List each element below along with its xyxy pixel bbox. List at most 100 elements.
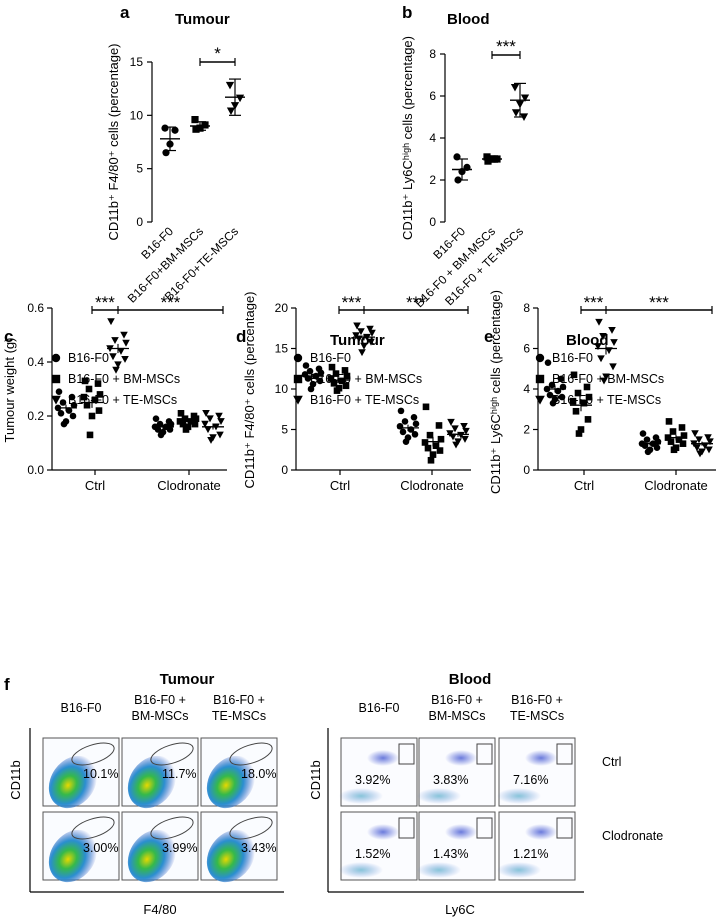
x-tick-label-e-0: Ctrl — [574, 478, 594, 493]
data-point-d-2-ctrl — [367, 338, 375, 346]
legend-label-d-2: B16-F0 + TE-MSCs — [310, 393, 419, 407]
y-tick-label-d: 10 — [275, 382, 289, 396]
y-tick-label-b: 4 — [429, 131, 436, 145]
data-point-c-1-ctrl — [88, 412, 96, 420]
data-point-c-0-clod — [154, 426, 162, 433]
y-axis-label-c: Tumour weight (g) — [2, 338, 17, 443]
data-point-a-1 — [196, 124, 204, 132]
y-tick-label-b: 6 — [429, 89, 436, 103]
data-point-d-0-ctrl — [317, 369, 325, 377]
data-point-c-0-ctrl — [57, 410, 65, 417]
data-point-e-1-clod — [678, 424, 686, 431]
data-point-e-0-ctrl — [549, 399, 557, 407]
data-point-d-2-ctrl — [358, 349, 366, 357]
flow-density-blood-low — [417, 862, 461, 878]
legend-marker-e-0 — [535, 353, 545, 363]
data-point-d-2-ctrl — [353, 322, 361, 330]
data-point-d-0-clod — [402, 438, 410, 445]
flow-col-header-tumour-0: B16-F0 — [61, 701, 102, 715]
legend-label-e-2: B16-F0 + TE-MSCs — [552, 393, 661, 407]
flow-density-blood — [445, 750, 477, 766]
data-point-d-0-ctrl — [306, 367, 314, 375]
x-tick-label-d-0: Ctrl — [330, 478, 350, 493]
data-point-e-1-ctrl — [574, 389, 582, 397]
y-tick-label-d: 20 — [275, 301, 289, 315]
data-point-d-1-clod — [432, 442, 440, 449]
data-point-c-2-ctrl — [107, 318, 115, 326]
data-point-c-1-ctrl — [95, 407, 103, 414]
data-point-d-2-clod — [460, 422, 468, 430]
legend-marker-d-1 — [293, 374, 303, 384]
data-point-a-0 — [171, 126, 179, 134]
data-point-d-1-ctrl — [328, 363, 336, 371]
data-point-e-0-clod — [644, 448, 652, 456]
flow-gate-tumour — [150, 816, 194, 840]
y-tick-label-c: 0.2 — [27, 409, 44, 423]
legend-label-e-1: B16-F0 + BM-MSCs — [552, 372, 664, 386]
flow-col-header-blood-2: B16-F0 + — [511, 693, 563, 707]
y-tick-label-e: 8 — [523, 301, 530, 315]
panel-title-a: Tumour — [175, 11, 230, 28]
flow-percent-blood-0-0: 3.92% — [355, 773, 390, 787]
flow-title-tumour: Tumour — [160, 671, 215, 688]
data-point-e-1-clod — [670, 446, 678, 454]
y-tick-label-b: 2 — [429, 173, 436, 187]
flow-gate-blood — [398, 817, 415, 839]
data-point-e-2-clod — [696, 450, 704, 458]
flow-density-blood-low — [497, 788, 541, 804]
flow-density-tumour — [206, 829, 256, 883]
flow-density-blood — [525, 824, 557, 840]
data-point-c-2-clod — [202, 410, 210, 417]
data-point-d-1-ctrl — [338, 377, 346, 385]
sig-label-b: *** — [496, 37, 516, 56]
data-point-e-2-ctrl — [599, 333, 607, 340]
flow-col-header-tumour-1: B16-F0 + — [134, 693, 186, 707]
y-tick-label-c: 0.4 — [27, 355, 44, 369]
data-point-e-1-ctrl — [569, 397, 577, 405]
data-point-e-2-clod — [691, 430, 699, 438]
data-point-d-2-ctrl — [366, 325, 374, 333]
data-point-e-0-ctrl — [548, 381, 556, 389]
flow-density-blood — [445, 824, 477, 840]
y-tick-label-d: 0 — [281, 463, 288, 477]
data-point-d-0-clod — [397, 407, 405, 415]
data-point-a-2 — [225, 81, 235, 90]
sig-label-d-2: *** — [406, 293, 426, 312]
data-point-c-1-clod — [179, 420, 187, 428]
data-point-c-2-clod — [217, 418, 225, 426]
legend-marker-e-1 — [535, 374, 545, 384]
data-point-e-0-ctrl — [546, 391, 554, 399]
data-point-b-0 — [463, 163, 471, 171]
flow-density-tumour — [206, 755, 256, 809]
data-point-a-1 — [191, 116, 199, 124]
data-point-b-2 — [515, 100, 525, 109]
data-point-b-0 — [454, 176, 462, 184]
data-point-e-2-clod — [693, 444, 701, 452]
legend-label-c-0: B16-F0 — [68, 351, 109, 365]
data-point-e-2-ctrl — [600, 377, 608, 385]
flow-density-tumour — [127, 755, 177, 809]
data-point-c-0-clod — [152, 415, 160, 423]
legend-marker-d-2 — [293, 395, 303, 405]
data-point-b-1 — [483, 153, 491, 161]
data-point-b-2 — [510, 84, 520, 92]
panel-label-b: b — [402, 3, 412, 22]
data-point-d-0-clod — [396, 422, 404, 430]
data-point-e-1-clod — [665, 418, 673, 425]
y-tick-label-a: 0 — [136, 215, 143, 229]
y-tick-label-e: 0 — [523, 463, 530, 477]
flow-percent-tumour-0-1: 11.7% — [162, 767, 197, 781]
flow-gate-blood — [476, 743, 493, 765]
data-point-d-1-clod — [437, 435, 445, 443]
y-tick-label-c: 0.0 — [27, 463, 44, 477]
flow-gate-tumour — [229, 816, 273, 840]
y-tick-label-b: 0 — [429, 215, 436, 229]
panel-label-e: e — [484, 327, 493, 346]
flow-row-label-0: Ctrl — [602, 755, 621, 769]
data-point-e-1-ctrl — [583, 383, 591, 391]
data-point-d-2-ctrl — [360, 342, 368, 350]
data-point-c-2-ctrl — [122, 339, 130, 347]
data-point-d-1-ctrl — [330, 380, 338, 387]
data-point-c-2-ctrl — [121, 356, 129, 363]
data-point-c-1-ctrl — [81, 377, 89, 385]
